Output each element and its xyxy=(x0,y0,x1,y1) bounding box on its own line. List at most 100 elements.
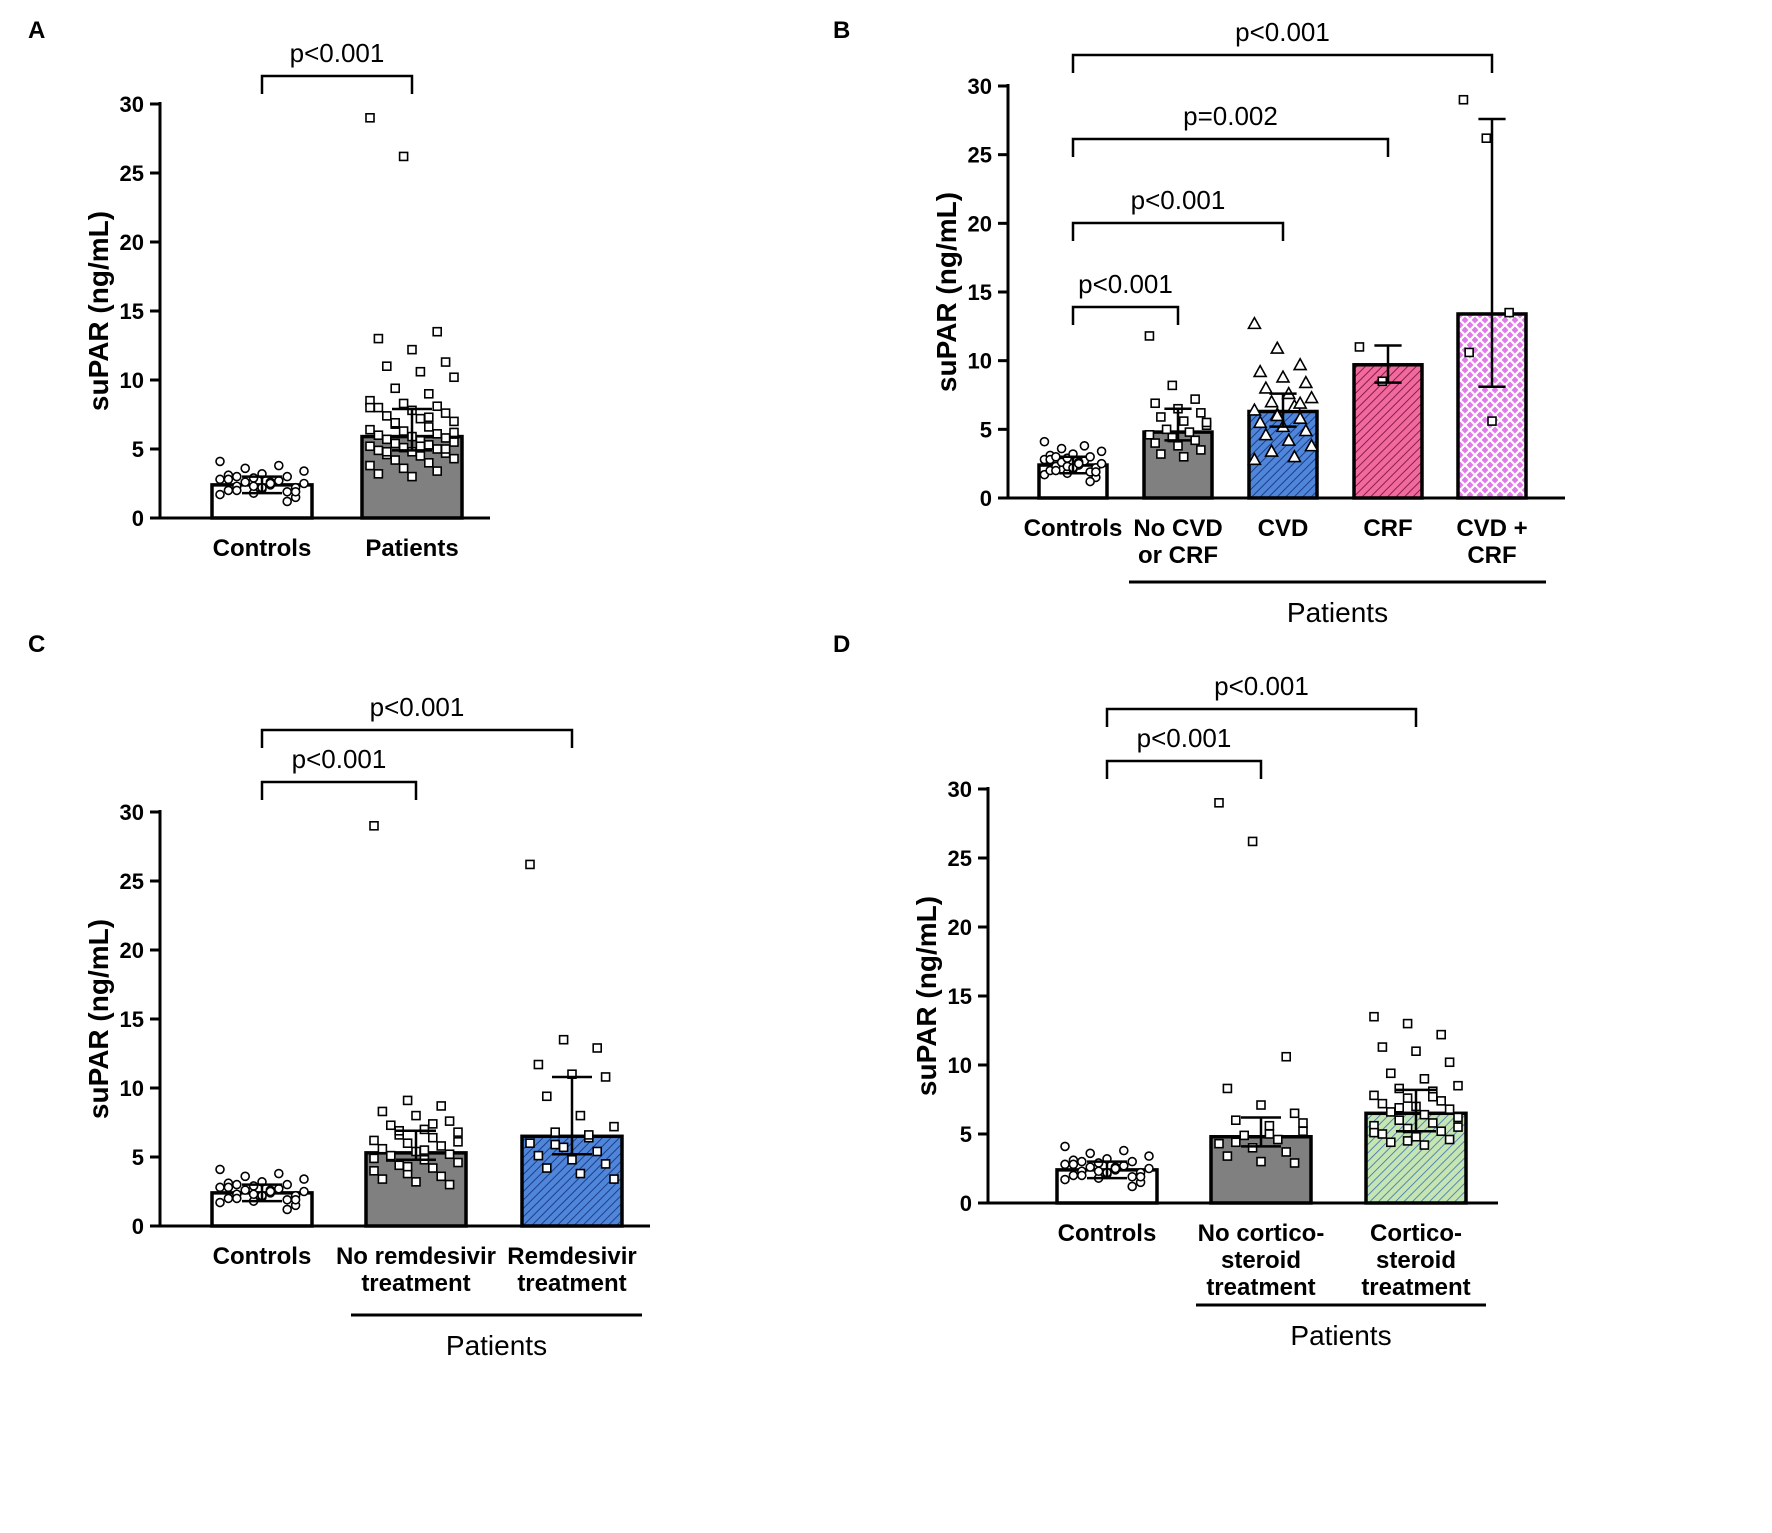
x-tick-label: No remdesivir xyxy=(336,1243,496,1270)
comparison-bracket: p<0.001 xyxy=(1105,671,1418,727)
data-point-square xyxy=(407,344,417,355)
y-tick-label: 15 xyxy=(968,280,992,305)
y-tick-label: 0 xyxy=(980,486,992,511)
data-point-circle xyxy=(273,460,284,471)
data-point-square xyxy=(449,453,459,464)
bracket-line xyxy=(260,728,574,748)
data-point-square xyxy=(1453,1112,1463,1123)
data-point-circle xyxy=(1085,1148,1095,1159)
data-point-square xyxy=(1411,1131,1421,1142)
data-point-square xyxy=(1436,1029,1446,1040)
y-tick-label: 25 xyxy=(948,846,972,871)
y-tick-label: 5 xyxy=(132,1145,144,1170)
data-point-square xyxy=(407,471,417,482)
data-point-circle xyxy=(215,474,225,485)
comparison-bracket: p<0.001 xyxy=(1071,269,1180,325)
data-point-triangle xyxy=(1247,402,1262,416)
data-point-circle xyxy=(282,471,293,482)
bracket-line xyxy=(1105,759,1263,779)
data-point-circle xyxy=(282,486,293,497)
data-point-circle xyxy=(265,478,276,489)
data-point-circle xyxy=(282,1194,293,1205)
data-point-square xyxy=(432,429,443,439)
comparison-bracket: p<0.001 xyxy=(1071,185,1285,241)
data-point-square xyxy=(365,424,375,435)
data-point-square xyxy=(1156,449,1166,459)
data-point-square xyxy=(1161,424,1172,435)
bracket-line xyxy=(1071,53,1494,73)
data-point-triangle xyxy=(1287,449,1302,463)
data-point-square xyxy=(449,416,459,427)
data-point-circle xyxy=(1051,465,1061,476)
data-point-square xyxy=(1256,1100,1266,1110)
data-point-square xyxy=(381,446,392,457)
y-tick-label: 15 xyxy=(120,299,144,324)
data-point-circle xyxy=(232,485,242,496)
data-point-circle xyxy=(299,466,309,476)
data-point-square xyxy=(575,1110,586,1121)
data-point-square xyxy=(449,437,459,447)
data-point-square xyxy=(419,1145,430,1155)
data-point-square xyxy=(1354,342,1365,352)
data-point-triangle xyxy=(1269,340,1285,354)
data-point-square xyxy=(1264,1129,1275,1139)
data-point-triangle xyxy=(1264,394,1279,408)
data-point-square xyxy=(381,411,392,421)
data-point-circle xyxy=(1085,451,1095,462)
x-tick-label: Controls xyxy=(213,535,312,562)
data-point-square xyxy=(423,440,434,450)
data-point-square xyxy=(1178,451,1189,462)
data-point-circle xyxy=(232,1193,242,1204)
y-axis-title: suPAR (ng/mL) xyxy=(931,192,962,392)
category-0 xyxy=(1055,1141,1159,1205)
data-point-square xyxy=(444,1179,455,1190)
data-point-square xyxy=(436,1171,447,1182)
y-tick-label: 20 xyxy=(968,211,992,236)
data-point-circle xyxy=(1060,1174,1070,1185)
data-point-square xyxy=(1167,432,1178,443)
data-point-circle xyxy=(265,1186,276,1197)
data-point-square xyxy=(365,113,375,123)
y-tick-label: 20 xyxy=(120,230,144,255)
y-tick-label: 20 xyxy=(948,915,972,940)
data-point-circle xyxy=(240,463,250,474)
comparison-bracket: p<0.001 xyxy=(1105,723,1263,779)
bar xyxy=(364,1151,468,1228)
data-point-square xyxy=(1444,1104,1455,1114)
x-tick-label: treatment xyxy=(1206,1274,1315,1301)
comparison-bracket: p=0.002 xyxy=(1071,101,1390,157)
data-point-circle xyxy=(240,477,250,487)
data-point-circle xyxy=(1144,1163,1154,1174)
data-point-square xyxy=(365,402,375,413)
p-value-label: p<0.001 xyxy=(1131,185,1226,215)
data-point-square xyxy=(1394,1115,1404,1125)
data-point-circle xyxy=(1077,1170,1087,1181)
group-label: Patients xyxy=(1287,597,1388,628)
data-point-square xyxy=(453,1137,463,1147)
data-point-square xyxy=(525,1138,535,1148)
category-2 xyxy=(1364,1011,1468,1205)
data-point-square xyxy=(398,426,409,436)
bracket-line xyxy=(1071,221,1285,241)
data-point-square xyxy=(600,1159,611,1169)
data-point-circle xyxy=(282,496,293,507)
data-point-square xyxy=(1289,1108,1300,1119)
data-point-circle xyxy=(248,1181,259,1191)
category-1 xyxy=(1209,797,1313,1205)
x-tick-label: Patients xyxy=(365,535,458,562)
y-axis-title: suPAR (ng/mL) xyxy=(83,919,114,1119)
data-point-circle xyxy=(215,1182,225,1193)
y-tick-label: 0 xyxy=(960,1191,972,1216)
data-point-square xyxy=(1190,394,1200,404)
y-tick-label: 30 xyxy=(968,74,992,99)
data-point-square xyxy=(1273,1134,1283,1145)
data-point-circle xyxy=(1068,1170,1079,1181)
data-point-circle xyxy=(215,1197,225,1208)
data-point-square xyxy=(1264,1120,1275,1131)
data-point-square xyxy=(1173,441,1183,451)
comparison-bracket: p<0.001 xyxy=(1071,17,1494,73)
data-point-square xyxy=(385,1150,396,1161)
category-1 xyxy=(364,820,468,1228)
data-point-square xyxy=(600,1072,611,1082)
data-point-square xyxy=(381,434,392,445)
